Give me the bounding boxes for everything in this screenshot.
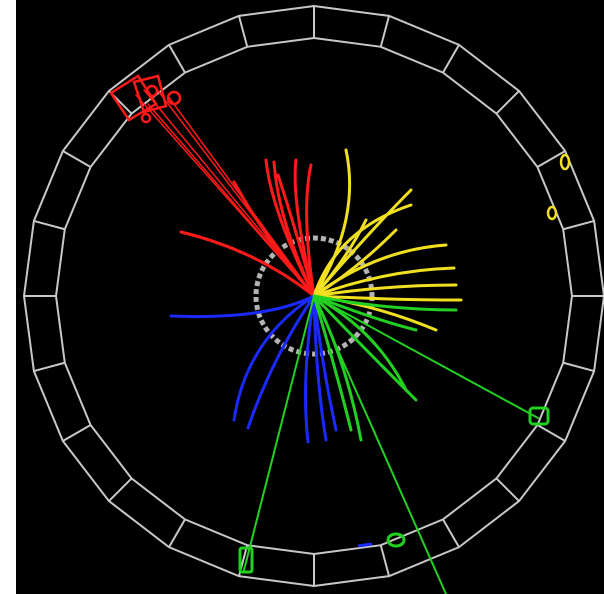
calorimeter-segment-divider [536, 150, 566, 168]
calorimeter-segment-divider [536, 424, 566, 442]
red-jet-tracks [135, 87, 316, 298]
calorimeter-segment-divider [495, 90, 520, 115]
calorimeter-segment-divider [562, 361, 595, 373]
event-display [16, 0, 604, 594]
yellow-jet-tracks [312, 148, 463, 332]
calorimeter-segment-divider [442, 44, 460, 74]
yellow-jet-calorimeter-hits [546, 153, 571, 221]
calorimeter-segment-divider [108, 477, 133, 502]
calorimeter-segment-divider [62, 150, 92, 168]
calorimeter-segment-divider [237, 15, 249, 48]
calorimeter-segment-divider [495, 477, 520, 502]
green-jet-calorimeter-hits [238, 406, 550, 574]
red-jet-calorimeter-hits [109, 74, 182, 124]
calorimeter-segment-divider [33, 219, 66, 231]
green-jet-tracks [243, 294, 539, 594]
inner-tracker-ring [253, 235, 375, 357]
calorimeter-segment-divider [379, 544, 391, 577]
calorimeter-segment-divider [379, 15, 391, 48]
calorimeter-segment-divider [62, 424, 92, 442]
calorimeter-ring [22, 4, 604, 588]
blue-jet-calorimeter-hits [357, 542, 373, 548]
calorimeter-segment-divider [442, 518, 460, 548]
calorimeter-segment-divider [562, 219, 595, 231]
calorimeter-segment-divider [168, 44, 186, 74]
calorimeter-segment-divider [33, 361, 66, 373]
calorimeter-segment-divider [168, 518, 186, 548]
blue-jet-tracks [169, 294, 338, 444]
